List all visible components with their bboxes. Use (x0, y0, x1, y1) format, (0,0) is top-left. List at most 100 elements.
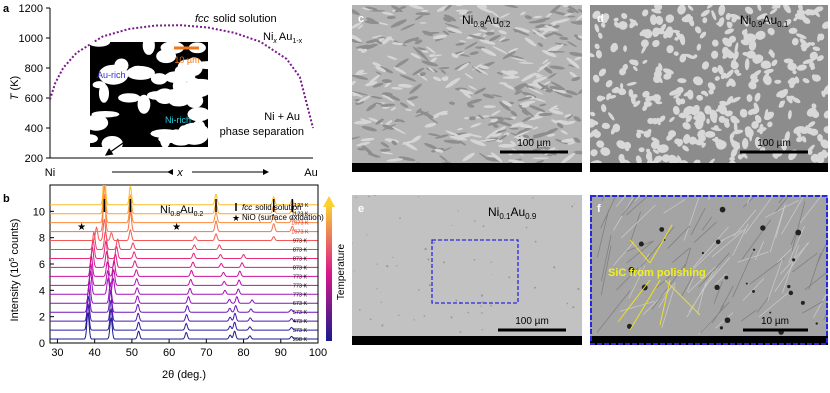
grain (645, 151, 653, 161)
grain (427, 133, 440, 137)
grain (761, 15, 771, 24)
speck (553, 266, 556, 269)
grain (791, 37, 799, 46)
streak (693, 226, 729, 268)
grain (361, 43, 378, 51)
grain (479, 29, 488, 33)
grain (680, 113, 688, 119)
grain (544, 25, 559, 31)
grain (539, 103, 547, 107)
temperature-arrow (323, 196, 335, 207)
grain (463, 117, 470, 120)
panel-a: 200 400 600 800 1000 1200 (19, 3, 314, 165)
grain (468, 34, 486, 40)
grain (421, 50, 429, 53)
grain (788, 27, 798, 34)
streak (672, 247, 691, 264)
grain (469, 23, 483, 27)
grain (368, 10, 386, 12)
grain (577, 35, 582, 40)
grain (412, 46, 426, 57)
grain (365, 6, 378, 11)
grain (642, 59, 648, 64)
grain (500, 19, 508, 23)
streak (686, 271, 714, 318)
grain (821, 149, 828, 159)
panel-label: b (3, 193, 10, 205)
speck (366, 234, 368, 236)
grain (377, 22, 389, 26)
grain (544, 127, 558, 136)
grain (722, 49, 731, 59)
grain (801, 136, 807, 143)
grain (485, 128, 501, 139)
grain (476, 5, 492, 14)
grain (468, 85, 477, 90)
grain (488, 116, 504, 119)
temperature-label: Temperature (336, 243, 347, 300)
grain (804, 9, 812, 16)
grain (366, 103, 377, 112)
grain (576, 13, 582, 21)
grain (741, 152, 747, 158)
particle (800, 300, 805, 305)
grain (534, 73, 541, 77)
grain (502, 50, 516, 60)
grain (571, 76, 581, 82)
grain (792, 70, 797, 75)
grain (532, 133, 544, 137)
grain (669, 154, 679, 165)
grain (398, 156, 416, 162)
grain (446, 27, 463, 34)
grain (386, 15, 396, 20)
streak (741, 219, 772, 260)
grain (734, 42, 739, 54)
grain (621, 13, 628, 19)
particle (724, 275, 729, 280)
phase-boundary (49, 24, 314, 129)
xrd-trace (50, 270, 318, 295)
grain (675, 97, 682, 106)
grain (733, 122, 738, 133)
grain (384, 81, 392, 88)
grain (390, 19, 407, 28)
blob (150, 129, 179, 138)
speck (492, 273, 494, 275)
grain (544, 81, 551, 85)
grain (708, 89, 714, 95)
grain (704, 92, 709, 97)
grain (547, 50, 566, 53)
grain (403, 141, 418, 151)
grain (652, 39, 660, 48)
grain (514, 90, 523, 95)
trace-label: 1073 K (291, 230, 309, 236)
trace-label: 773 K (293, 274, 308, 280)
grain (798, 5, 803, 11)
speck (480, 294, 484, 297)
grain (515, 123, 534, 129)
y-tick-label: 1000 (19, 33, 43, 45)
annotation-lines (617, 224, 701, 331)
grain (662, 68, 674, 75)
particle (760, 225, 766, 231)
grain (538, 112, 553, 117)
grain (517, 138, 527, 144)
grain (370, 96, 383, 99)
grain (626, 81, 637, 86)
streak (683, 196, 700, 241)
grain (357, 48, 365, 52)
grain (355, 44, 370, 49)
grain (395, 118, 406, 123)
grain (546, 45, 560, 52)
grain (539, 65, 547, 69)
particle (769, 311, 772, 314)
particle (815, 322, 818, 325)
grain (608, 112, 615, 121)
grain (725, 13, 731, 21)
grain (757, 5, 762, 12)
speck (473, 258, 476, 261)
grain (795, 33, 807, 39)
grain (414, 111, 430, 117)
grain (352, 91, 369, 96)
y-tick-label: 10 (33, 206, 45, 218)
